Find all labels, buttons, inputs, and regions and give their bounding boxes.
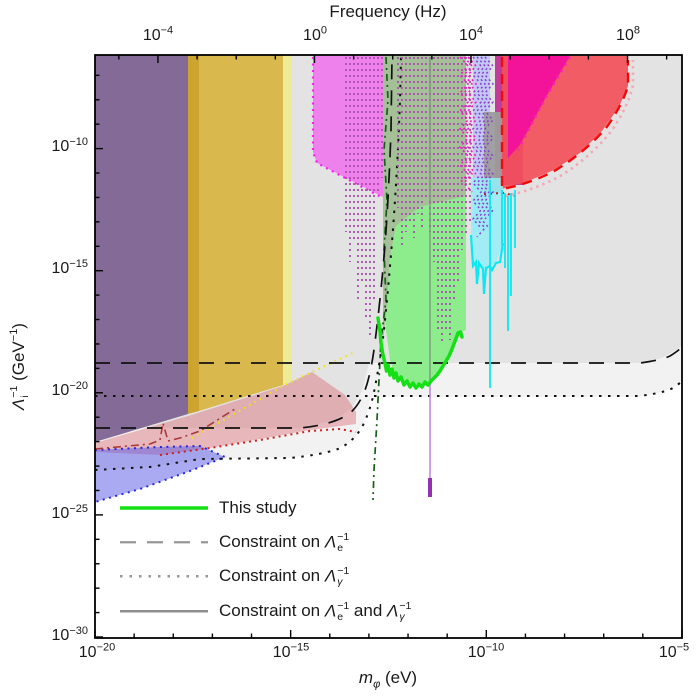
axis-ticks bbox=[94, 55, 683, 638]
blue-region bbox=[95, 446, 225, 502]
gold-region bbox=[199, 55, 283, 411]
purple-region bbox=[95, 55, 188, 442]
red-dotted-border bbox=[159, 427, 357, 456]
pale-yellow-strip bbox=[283, 55, 292, 385]
pink-halo-dotted bbox=[504, 60, 635, 198]
cyan-spike-lines bbox=[489, 180, 516, 388]
magenta-zigzag-columns bbox=[458, 56, 478, 193]
black-dashed-curve-left bbox=[95, 56, 393, 429]
sage-region bbox=[383, 56, 466, 340]
magenta-dotted-border bbox=[311, 57, 384, 199]
dark-gold-strip bbox=[188, 55, 199, 414]
deep-pink-region bbox=[508, 56, 570, 158]
purple-zigzag-columns bbox=[471, 56, 495, 238]
black-dashed-line-upper bbox=[95, 346, 683, 364]
blue-dotted-border bbox=[94, 444, 228, 503]
plot-border bbox=[94, 54, 683, 639]
this-study-curve bbox=[376, 316, 464, 390]
red-dashed-border bbox=[500, 57, 630, 191]
deep-pink-dotted-border bbox=[516, 56, 572, 151]
black-dotted-line-upper bbox=[95, 380, 683, 397]
yellow-dotted-border bbox=[191, 351, 356, 439]
cyan-region bbox=[471, 178, 503, 269]
orchid-region bbox=[313, 56, 383, 197]
cyan-boundary-curve bbox=[469, 234, 505, 295]
red-dashdot-curve bbox=[94, 408, 236, 450]
pink-region bbox=[95, 372, 356, 455]
dark-green-dashdot-line bbox=[372, 56, 389, 501]
